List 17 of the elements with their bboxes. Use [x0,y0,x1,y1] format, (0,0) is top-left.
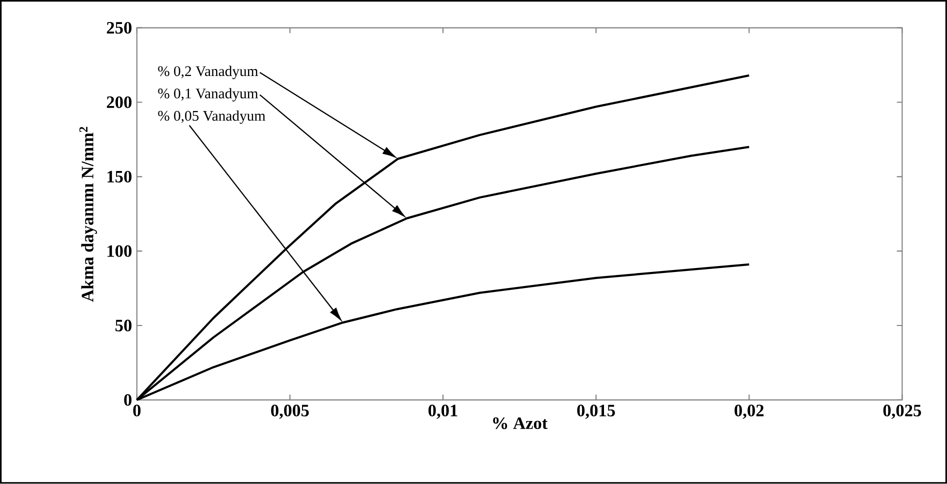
x-tick-label: 0,005 [271,404,309,419]
text: % 0,05 Vanadyum [158,110,266,124]
text: % 0,2 Vanadyum [158,66,258,80]
x-tick-label: 0,025 [883,404,922,419]
y-tick-label: 50 [116,320,132,332]
x-tick-label: 0,02 [734,404,764,419]
x-tick-label: 0,015 [577,404,615,419]
x-tick-label: 0 [133,404,141,416]
y-tick-label: 100 [108,245,132,258]
x-axis-title: % Azot [493,417,548,430]
y-tick-label: 200 [106,96,132,108]
text: % 0,1 Vanadyum [158,88,258,102]
y-tick-label: 150 [108,170,132,183]
y-tick-label: 0 [124,394,132,406]
y-tick-label: 250 [106,22,132,34]
x-tick-label: 0,01 [428,404,458,419]
y-axis-title: Akma dayanımı N/mm$^{2}$ [79,127,97,302]
